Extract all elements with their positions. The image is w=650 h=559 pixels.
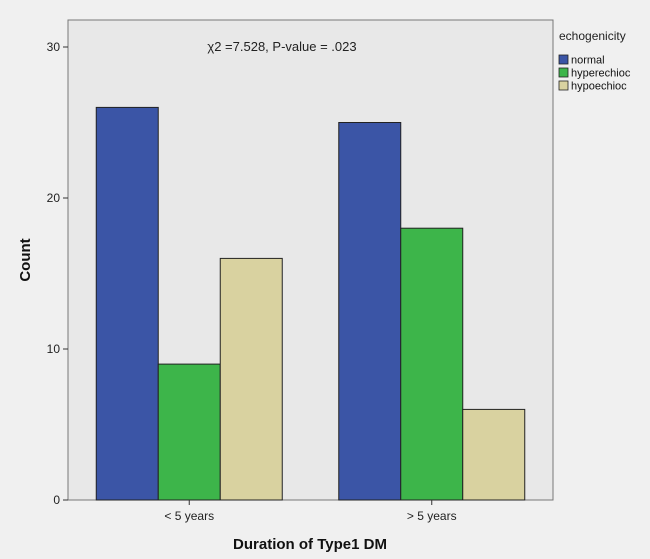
y-tick-label: 30 [47, 40, 61, 54]
bar-hyperechioc-1 [157, 363, 221, 501]
x-axis: < 5 years > 5 years [164, 500, 457, 523]
x-tick-label: > 5 years [407, 509, 457, 523]
legend-label-hyperechioc: hyperechioc [571, 68, 631, 80]
bars-group [95, 106, 526, 501]
legend-swatch-hypoechioc [558, 80, 569, 91]
x-axis-title: Duration of Type1 DM [233, 536, 387, 553]
y-tick-label: 0 [53, 493, 60, 507]
legend-swatch-hyperechioc [558, 67, 569, 78]
bar-hypoechioc-1 [219, 257, 283, 501]
bar-hypoechioc-2 [462, 408, 526, 501]
legend-label-normal: normal [571, 55, 605, 67]
x-tick-label: < 5 years [164, 509, 214, 523]
chi-square-annotation: χ2 =7.528, P-value = .023 [207, 39, 356, 54]
y-axis-title: Count [17, 238, 34, 281]
legend-label-hypoechioc: hypoechioc [571, 81, 627, 93]
bar-normal-1 [95, 106, 159, 501]
y-tick-label: 20 [47, 191, 61, 205]
legend-title: echogenicity [559, 29, 626, 43]
bar-normal-2 [338, 122, 402, 501]
y-tick-label: 10 [47, 342, 61, 356]
legend-swatch-normal [558, 54, 569, 65]
y-axis: 0 10 20 30 [47, 40, 68, 507]
bar-hyperechioc-2 [400, 227, 464, 501]
